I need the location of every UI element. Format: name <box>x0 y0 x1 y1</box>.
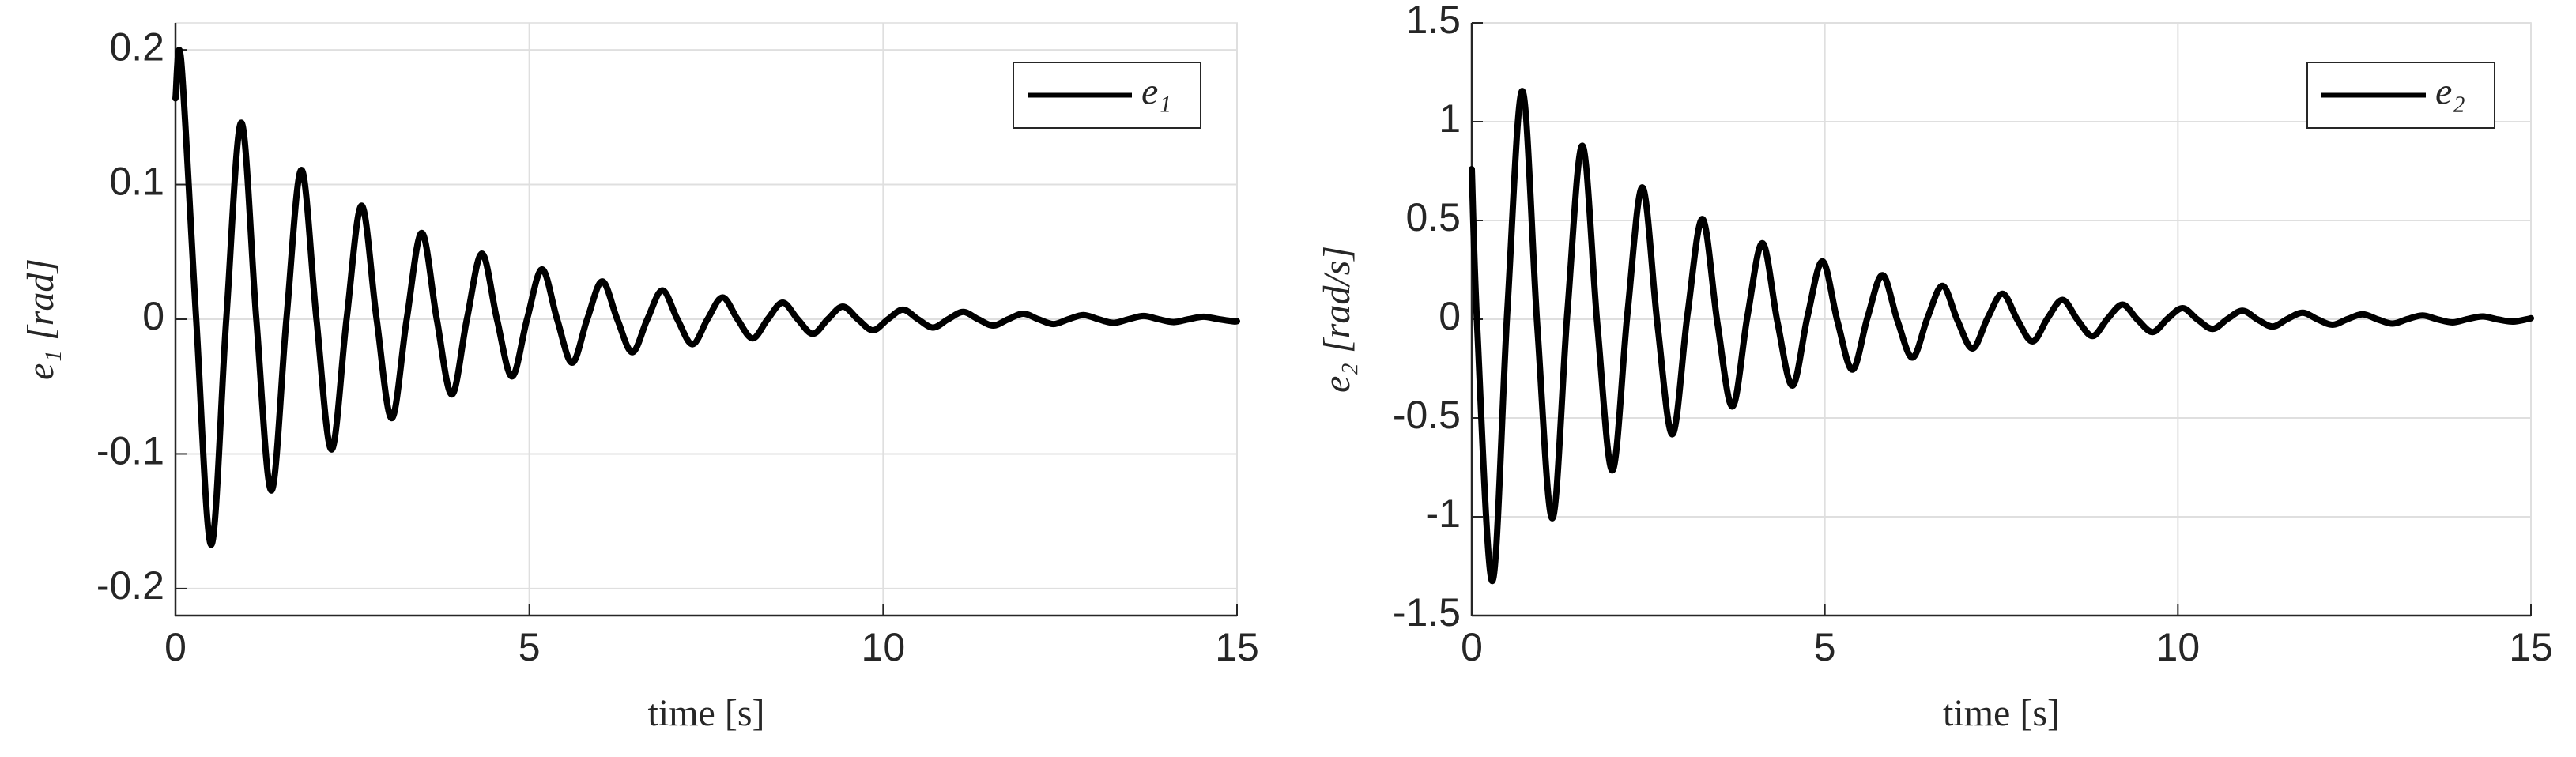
y-tick-label: 1 <box>1439 96 1461 141</box>
x-axis-label: time [s] <box>648 692 765 734</box>
y-tick-label: 0 <box>142 294 164 338</box>
x-tick-label: 15 <box>2509 625 2553 669</box>
legend-label: e₁ <box>1141 71 1171 113</box>
subplot: -1.5 -1 -0.5 0 0.5 1 1.5 0 5 10 15 time [s] e₂ [rad/… <box>1316 0 2553 734</box>
y-axis-label: e₁ [rad] <box>20 258 62 380</box>
y-tick-label: 0.2 <box>109 24 164 69</box>
legend-label: e₂ <box>2435 71 2465 113</box>
y-tick-label: -1 <box>1426 491 1461 536</box>
x-tick-label: 15 <box>1215 625 1259 669</box>
data-line <box>172 47 1240 548</box>
y-tick-label: 1.5 <box>1405 0 1461 42</box>
x-axis-label: time [s] <box>1943 692 2060 734</box>
x-tick-label: 0 <box>1461 625 1483 669</box>
y-tick-label: -0.2 <box>96 563 164 608</box>
y-tick-label: 0.5 <box>1405 195 1461 239</box>
y-tick-label: 0.1 <box>109 160 164 204</box>
y-tick-label: -0.5 <box>1393 393 1461 437</box>
x-tick-label: 10 <box>2156 625 2201 669</box>
legend: e₂ <box>2306 62 2495 129</box>
x-tick-label: 10 <box>862 625 906 669</box>
x-tick-label: 5 <box>1814 625 1836 669</box>
y-tick-label: 0 <box>1439 294 1461 338</box>
x-tick-label: 0 <box>164 625 187 669</box>
data-line <box>1469 88 2534 585</box>
subplot: -0.2 -0.1 0 0.1 0.2 0 5 10 15 time [s] e₁ [rad] e₁ <box>20 22 1259 734</box>
y-tick-label: -0.1 <box>96 429 164 473</box>
legend: e₁ <box>1013 62 1201 129</box>
y-axis-label: e₂ [rad/s] <box>1316 246 1358 393</box>
y-tick-label: -1.5 <box>1393 590 1461 635</box>
x-tick-label: 5 <box>519 625 541 669</box>
